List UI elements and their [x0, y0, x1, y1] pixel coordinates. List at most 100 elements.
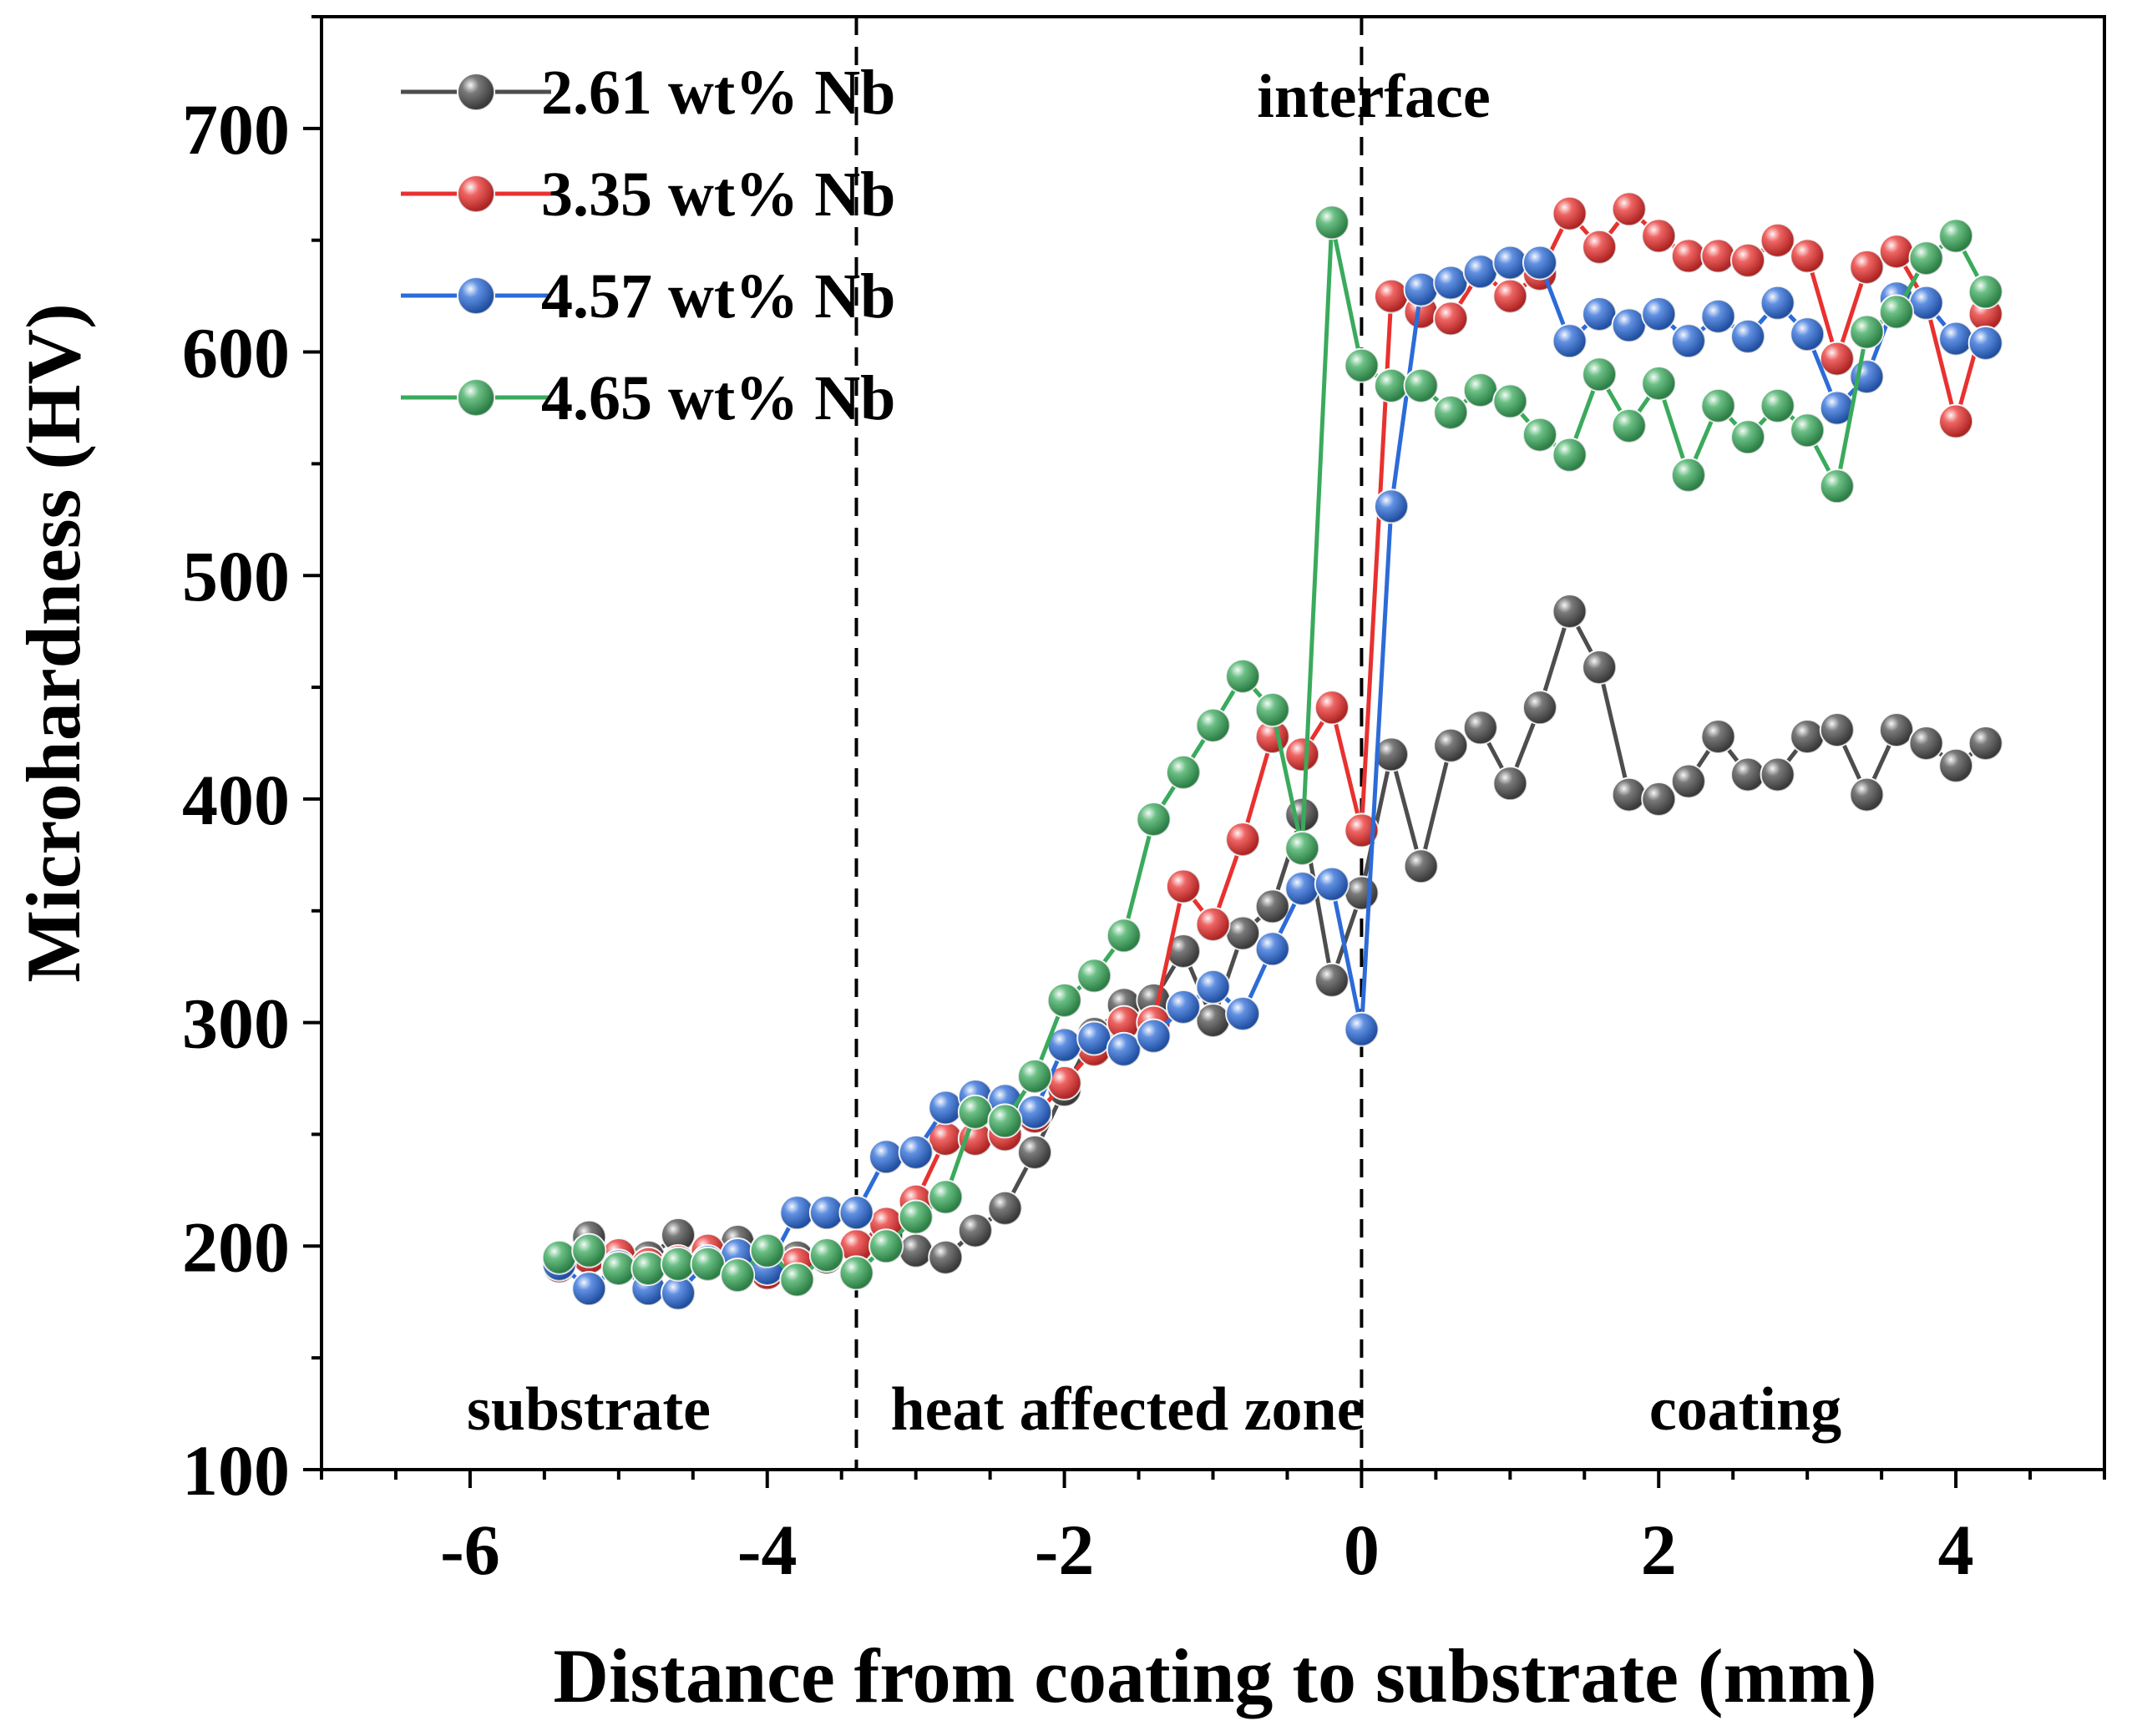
y-tick-label: 400 [182, 760, 290, 840]
data-point-shine [1226, 822, 1260, 857]
data-point-shine [1522, 245, 1557, 280]
data-point-shine [1731, 243, 1765, 277]
data-point-shine [1612, 192, 1646, 226]
data-point-shine [572, 1233, 606, 1268]
data-point-shine [1790, 413, 1825, 448]
data-point-shine [1493, 279, 1527, 313]
data-point-shine [1939, 404, 1973, 438]
data-point-shine [1968, 726, 2003, 760]
data-point-shine [1939, 321, 1973, 356]
data-point-shine [1968, 275, 2003, 309]
data-point-shine [1434, 301, 1468, 336]
data-point-shine [929, 1240, 963, 1274]
legend-label: 3.35 wt% Nb [541, 159, 895, 230]
data-point-shine [1820, 712, 1854, 747]
data-point-shine [1106, 919, 1141, 953]
data-point-shine [1582, 230, 1617, 264]
data-point-shine [1701, 299, 1735, 333]
x-tick-label: -2 [1035, 1510, 1095, 1590]
data-point-shine [1018, 1059, 1051, 1093]
data-point-shine [1850, 315, 1884, 349]
data-point-shine [1760, 388, 1795, 423]
y-tick-label: 300 [182, 984, 290, 1064]
data-point-shine [899, 1200, 933, 1234]
legend-label: 4.65 wt% Nb [541, 363, 895, 433]
data-point-shine [958, 1213, 992, 1248]
y-tick-label: 500 [182, 536, 290, 616]
data-point-shine [1137, 1019, 1171, 1053]
data-point-shine [1404, 849, 1438, 883]
legend-item: 3.35 wt% Nb [401, 159, 895, 230]
data-point-shine [661, 1217, 695, 1252]
data-point-shine [1463, 711, 1497, 745]
data-point-shine [1493, 245, 1527, 280]
x-tick-label: -6 [440, 1510, 500, 1590]
data-point-shine [1196, 708, 1230, 742]
data-point-shine [1879, 235, 1913, 269]
data-point-shine [1255, 932, 1289, 966]
data-point-shine [1701, 388, 1735, 423]
data-point-shine [1077, 1021, 1112, 1055]
data-point-shine [1493, 384, 1527, 418]
data-point-shine [1463, 373, 1497, 407]
data-point-shine [1612, 408, 1646, 443]
data-point-shine [1731, 757, 1765, 792]
data-point-shine [1522, 691, 1557, 725]
data-point-shine [1166, 755, 1200, 789]
data-point-shine [1612, 308, 1646, 342]
annotation-substrate: substrate [467, 1375, 711, 1444]
data-point-shine [1404, 272, 1438, 306]
data-point-shine [1939, 219, 1973, 253]
data-point-shine [1879, 712, 1913, 747]
x-tick-label: 0 [1344, 1510, 1380, 1590]
data-point-shine [809, 1196, 843, 1230]
data-point-shine [780, 1263, 814, 1297]
data-point-shine [1434, 266, 1468, 300]
data-point-shine [1106, 1032, 1141, 1066]
data-point-shine [1820, 342, 1854, 376]
data-point-shine [1166, 934, 1200, 968]
legend-marker-shine [458, 379, 494, 416]
data-point-shine [1612, 777, 1646, 812]
legend-marker-shine [458, 175, 494, 212]
data-point-shine [572, 1272, 606, 1306]
data-point-shine [1790, 719, 1825, 753]
data-point-shine [1909, 726, 1943, 760]
data-point-shine [899, 1135, 933, 1169]
data-point-shine [1939, 748, 1973, 782]
data-point-shine [1196, 1003, 1230, 1037]
annotation-coating: coating [1649, 1375, 1841, 1444]
data-point-shine [1642, 219, 1676, 253]
data-point-shine [1850, 250, 1884, 284]
data-point-shine [780, 1196, 814, 1230]
legend: 2.61 wt% Nb 3.35 wt% Nb 4.57 wt% Nb 4.65 wt… [401, 58, 895, 433]
data-point-shine [1344, 876, 1379, 910]
data-point-shine [1671, 458, 1705, 492]
data-point-shine [809, 1238, 843, 1273]
data-point-shine [1642, 782, 1676, 816]
data-point-shine [1850, 777, 1884, 812]
data-point-shine [1344, 1012, 1379, 1046]
y-tick-label: 600 [182, 313, 290, 393]
data-point-shine [1820, 469, 1854, 504]
legend-item: 2.61 wt% Nb [401, 58, 895, 128]
data-point-shine [1314, 963, 1349, 997]
data-point-shine [1552, 595, 1587, 629]
data-point-shine [839, 1196, 874, 1230]
data-point-shine [1344, 348, 1379, 382]
data-point-shine [1968, 326, 2003, 360]
data-point-shine [1285, 872, 1319, 905]
data-point-shine [1226, 916, 1260, 950]
data-point-shine [661, 1276, 695, 1310]
data-point-shine [1047, 983, 1081, 1017]
series-layer [541, 191, 2003, 1311]
data-point-shine [1077, 959, 1112, 993]
data-point-shine [1582, 650, 1617, 684]
data-point-shine [839, 1256, 874, 1290]
data-point-shine [1790, 239, 1825, 273]
data-point-shine [988, 1104, 1022, 1138]
data-point-shine [869, 1140, 904, 1174]
data-point-shine [1493, 767, 1527, 801]
data-point-shine [1047, 1028, 1081, 1062]
data-point-shine [1255, 692, 1289, 726]
